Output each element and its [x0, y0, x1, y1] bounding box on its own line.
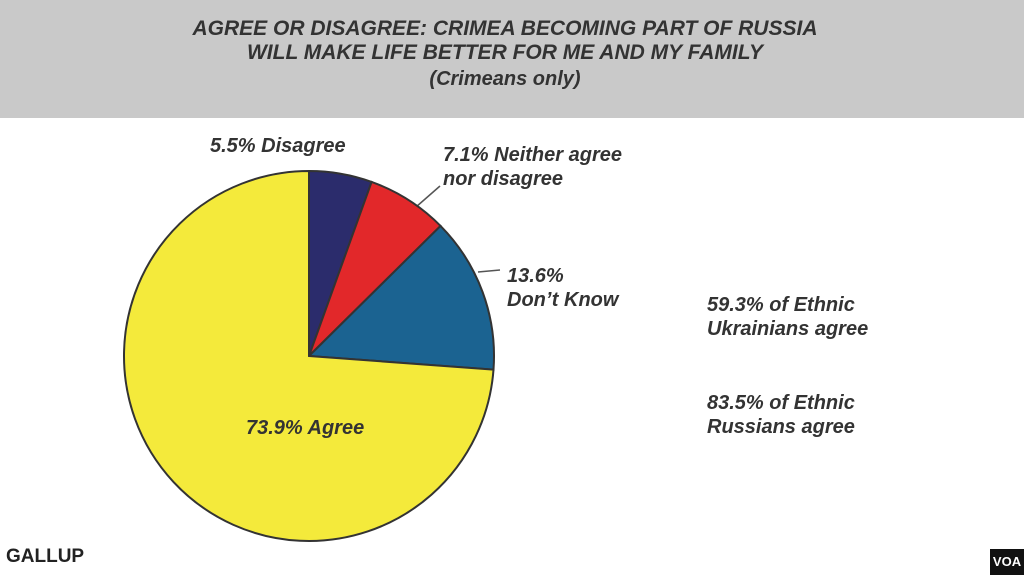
- pie-slice: [306, 224, 495, 371]
- source: GALLUP: [6, 546, 85, 567]
- slice-label: 7.1% Neither agree nor disagree: [443, 144, 622, 190]
- slice-label: 13.6% Don’t Know: [507, 265, 619, 311]
- chart-title: AGREE OR DISAGREE: CRIMEA BECOMING PART …: [192, 17, 818, 64]
- leader-line: [477, 269, 501, 273]
- slice-label: 5.5% Disagree: [210, 135, 346, 157]
- header-band: [0, 0, 1024, 118]
- logo: VOA: [990, 549, 1024, 575]
- slice-label: 73.9% Agree: [246, 417, 365, 439]
- leader-line: [415, 185, 441, 208]
- annotation: 83.5% of Ethnic Russians agree: [707, 392, 855, 438]
- chart-subtitle: (Crimeans only): [429, 68, 581, 90]
- pie-slice: [123, 169, 495, 542]
- annotation: 59.3% of Ethnic Ukrainians agree: [707, 294, 869, 340]
